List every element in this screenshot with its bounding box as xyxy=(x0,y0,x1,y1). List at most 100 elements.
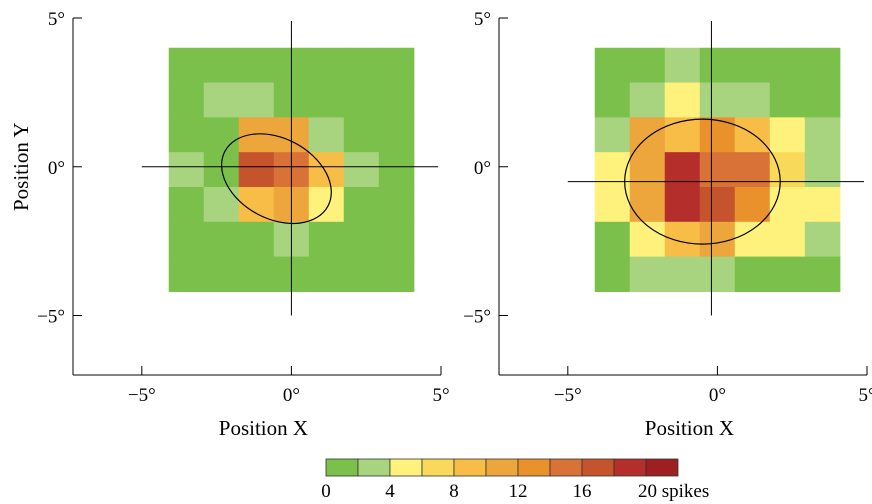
heatmap-cell xyxy=(664,221,701,258)
heatmap-cell xyxy=(594,82,631,118)
heatmap-cell xyxy=(629,152,666,188)
heatmap-cell xyxy=(343,82,380,118)
heatmap-cell xyxy=(664,256,701,292)
heatmap-cell xyxy=(664,152,701,188)
heatmap-cell xyxy=(378,256,415,292)
x-tick-label: 5° xyxy=(858,385,872,406)
heatmap-cell xyxy=(699,221,736,258)
colorbar-tick-label: 12 xyxy=(509,481,528,502)
heatmap-cell xyxy=(734,256,771,292)
heatmap-cell xyxy=(238,117,275,153)
heatmap-cell xyxy=(734,47,771,84)
heatmap-cell xyxy=(203,117,240,153)
heatmap-cell xyxy=(804,256,841,292)
colorbar-tick-label: 8 xyxy=(449,481,459,502)
heatmap-cell xyxy=(594,256,631,292)
heatmap-cell xyxy=(734,117,771,153)
heatmap-cells xyxy=(594,47,841,292)
heatmap-cell xyxy=(804,117,841,153)
heatmap-cell xyxy=(378,47,415,84)
heatmap-cell xyxy=(804,47,841,84)
heatmap-cell xyxy=(699,186,736,223)
heatmap-cell xyxy=(343,221,380,258)
heatmap-cell xyxy=(378,186,415,223)
heatmap-cell xyxy=(343,186,380,223)
colorbar-swatch xyxy=(357,458,391,477)
y-tick-label: 0° xyxy=(48,158,65,179)
heatmap-cell xyxy=(343,256,380,292)
heatmap-cell xyxy=(203,256,240,292)
y-tick-label: 5° xyxy=(48,9,65,30)
heatmap-cell xyxy=(629,221,666,258)
heatmap-cell xyxy=(203,186,240,223)
heatmap-cell xyxy=(378,152,415,188)
heatmap-cell xyxy=(238,47,275,84)
heatmap-cell xyxy=(734,152,771,188)
y-tick-label: 5° xyxy=(474,9,491,30)
colorbar-swatch xyxy=(549,458,583,477)
heatmap-cell xyxy=(664,47,701,84)
heatmap-cell xyxy=(308,256,345,292)
heatmap-cell xyxy=(594,221,631,258)
heatmap-cell xyxy=(238,82,275,118)
x-tick-label: 0° xyxy=(283,385,300,406)
colorbar-swatch xyxy=(485,458,519,477)
heatmap-cell xyxy=(769,117,806,153)
y-axis-title: Position Y xyxy=(9,123,33,212)
heatmap-cell xyxy=(168,117,205,153)
heatmap-cell xyxy=(769,221,806,258)
heatmap-cell xyxy=(308,221,345,258)
heatmap-cell xyxy=(238,256,275,292)
heatmap-cell xyxy=(168,256,205,292)
receptive-field-ellipse xyxy=(220,133,332,225)
receptive-field-ellipse xyxy=(624,118,781,245)
colorbar-swatch xyxy=(517,458,551,477)
left-heatmap-panel: −5° 0° 5° 5° 0° −5° Position X Position Y xyxy=(9,9,450,440)
heatmap-cell xyxy=(629,256,666,292)
heatmap-cell xyxy=(203,221,240,258)
heatmap-cell xyxy=(629,47,666,84)
y-tick-label: −5° xyxy=(463,307,491,328)
heatmap-cell xyxy=(238,221,275,258)
heatmap-cell xyxy=(804,152,841,188)
heatmap-cell xyxy=(238,186,275,223)
heatmap-cell xyxy=(699,47,736,84)
heatmap-cell xyxy=(664,117,701,153)
x-tick-label: −5° xyxy=(554,385,582,406)
heatmap-cell xyxy=(203,82,240,118)
heatmap-cell xyxy=(804,221,841,258)
heatmap-cell xyxy=(769,82,806,118)
heatmap-cell xyxy=(238,152,275,188)
heatmap-cell xyxy=(699,152,736,188)
heatmap-cell xyxy=(308,47,345,84)
colorbar-tick-label: 16 xyxy=(573,481,592,502)
colorbar-swatch xyxy=(421,458,455,477)
colorbar-swatch xyxy=(613,458,647,477)
heatmap-cell xyxy=(378,117,415,153)
heatmap-cell xyxy=(769,47,806,84)
heatmap-cell xyxy=(168,152,205,188)
colorbar-swatch xyxy=(453,458,487,477)
colorbar-legend: 0 4 8 12 16 20 spikes xyxy=(321,458,709,502)
heatmap-cell xyxy=(343,47,380,84)
heatmap-cell xyxy=(168,47,205,84)
heatmap-cell xyxy=(734,221,771,258)
heatmap-cell xyxy=(203,47,240,84)
heatmap-cell xyxy=(343,117,380,153)
heatmap-cell xyxy=(343,152,380,188)
x-tick-label: 5° xyxy=(432,385,449,406)
heatmap-cell xyxy=(594,186,631,223)
heatmap-cell xyxy=(168,186,205,223)
x-tick-label: −5° xyxy=(128,385,156,406)
heatmap-cell xyxy=(629,117,666,153)
heatmap-cell xyxy=(168,221,205,258)
colorbar-tick-label: 0 xyxy=(321,481,331,502)
heatmap-cell xyxy=(664,186,701,223)
heatmap-cell xyxy=(769,256,806,292)
y-tick-label: −5° xyxy=(37,307,65,328)
heatmap-cell xyxy=(378,82,415,118)
x-axis-title: Position X xyxy=(219,416,308,440)
colorbar-swatch xyxy=(389,458,423,477)
colorbar-swatch xyxy=(325,458,359,477)
